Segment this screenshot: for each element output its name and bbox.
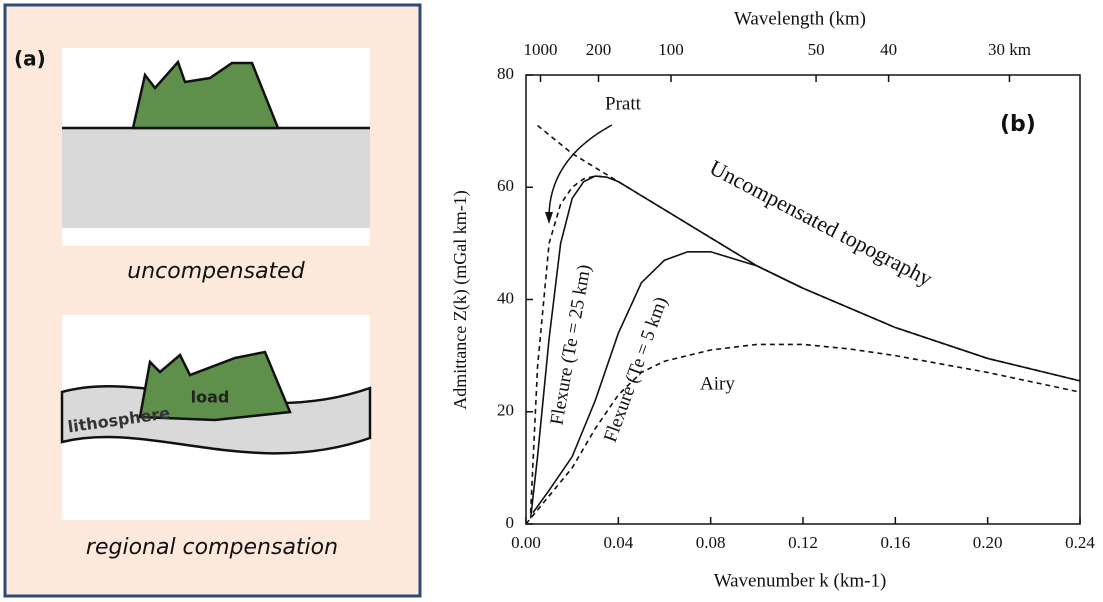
y-tick-label: 40	[497, 288, 514, 307]
series-annotation: Uncompensated topography	[706, 155, 937, 291]
panel-b: Wavelength (km) Wavenumber k (km-1) Admi…	[450, 8, 1095, 591]
load-shape	[138, 350, 292, 422]
x-axis-title: Wavenumber k (km-1)	[714, 570, 887, 591]
x2-tick-label: 50	[808, 40, 825, 59]
y-axis-title: Admittance Z(k) (mGal km-1)	[450, 190, 471, 409]
series-annotation: Flexure (Te = 25 km)	[546, 263, 595, 427]
y-tick-label: 20	[497, 401, 514, 420]
load-label: load	[191, 388, 230, 407]
panel-label: (b)	[1000, 112, 1036, 137]
y-tick-label: 0	[506, 513, 515, 532]
y-tick-label: 60	[497, 176, 514, 195]
crust	[62, 128, 370, 228]
series-annotation: Pratt	[605, 93, 642, 114]
series-annotation: Flexure (Te = 5 km)	[600, 294, 672, 445]
x-tick-label: 0.00	[511, 533, 541, 552]
plot-frame	[525, 74, 1081, 525]
pratt-arrow	[548, 124, 613, 221]
x-tick-label: 0.04	[603, 533, 633, 552]
x-tick-label: 0.08	[696, 533, 726, 552]
x2-tick-label: 200	[586, 40, 612, 59]
panel-a: (a) uncompensated regional compensation …	[3, 3, 422, 598]
x-tick-label: 0.12	[788, 533, 818, 552]
load-shape	[131, 59, 280, 130]
caption: regional compensation	[86, 535, 338, 560]
x-tick-label: 0.20	[973, 533, 1003, 552]
panel-label: (a)	[14, 47, 46, 71]
arrow-head	[545, 212, 553, 224]
x2-tick-label: 30 km	[988, 40, 1031, 59]
series-line	[532, 250, 804, 514]
series-annotation: Airy	[700, 373, 735, 394]
x2-tick-label: 40	[880, 40, 897, 59]
y-tick-label: 80	[497, 64, 514, 83]
x2-tick-label: 100	[658, 40, 684, 59]
x-tick-label: 0.24	[1065, 533, 1095, 552]
series-line	[525, 343, 1081, 525]
x-tick-label: 0.16	[880, 533, 910, 552]
x2-axis-title: Wavelength (km)	[734, 8, 866, 29]
series-line	[537, 124, 1081, 382]
series-line	[529, 175, 1081, 519]
x2-tick-label: 1000	[524, 40, 558, 59]
caption: uncompensated	[127, 259, 305, 284]
